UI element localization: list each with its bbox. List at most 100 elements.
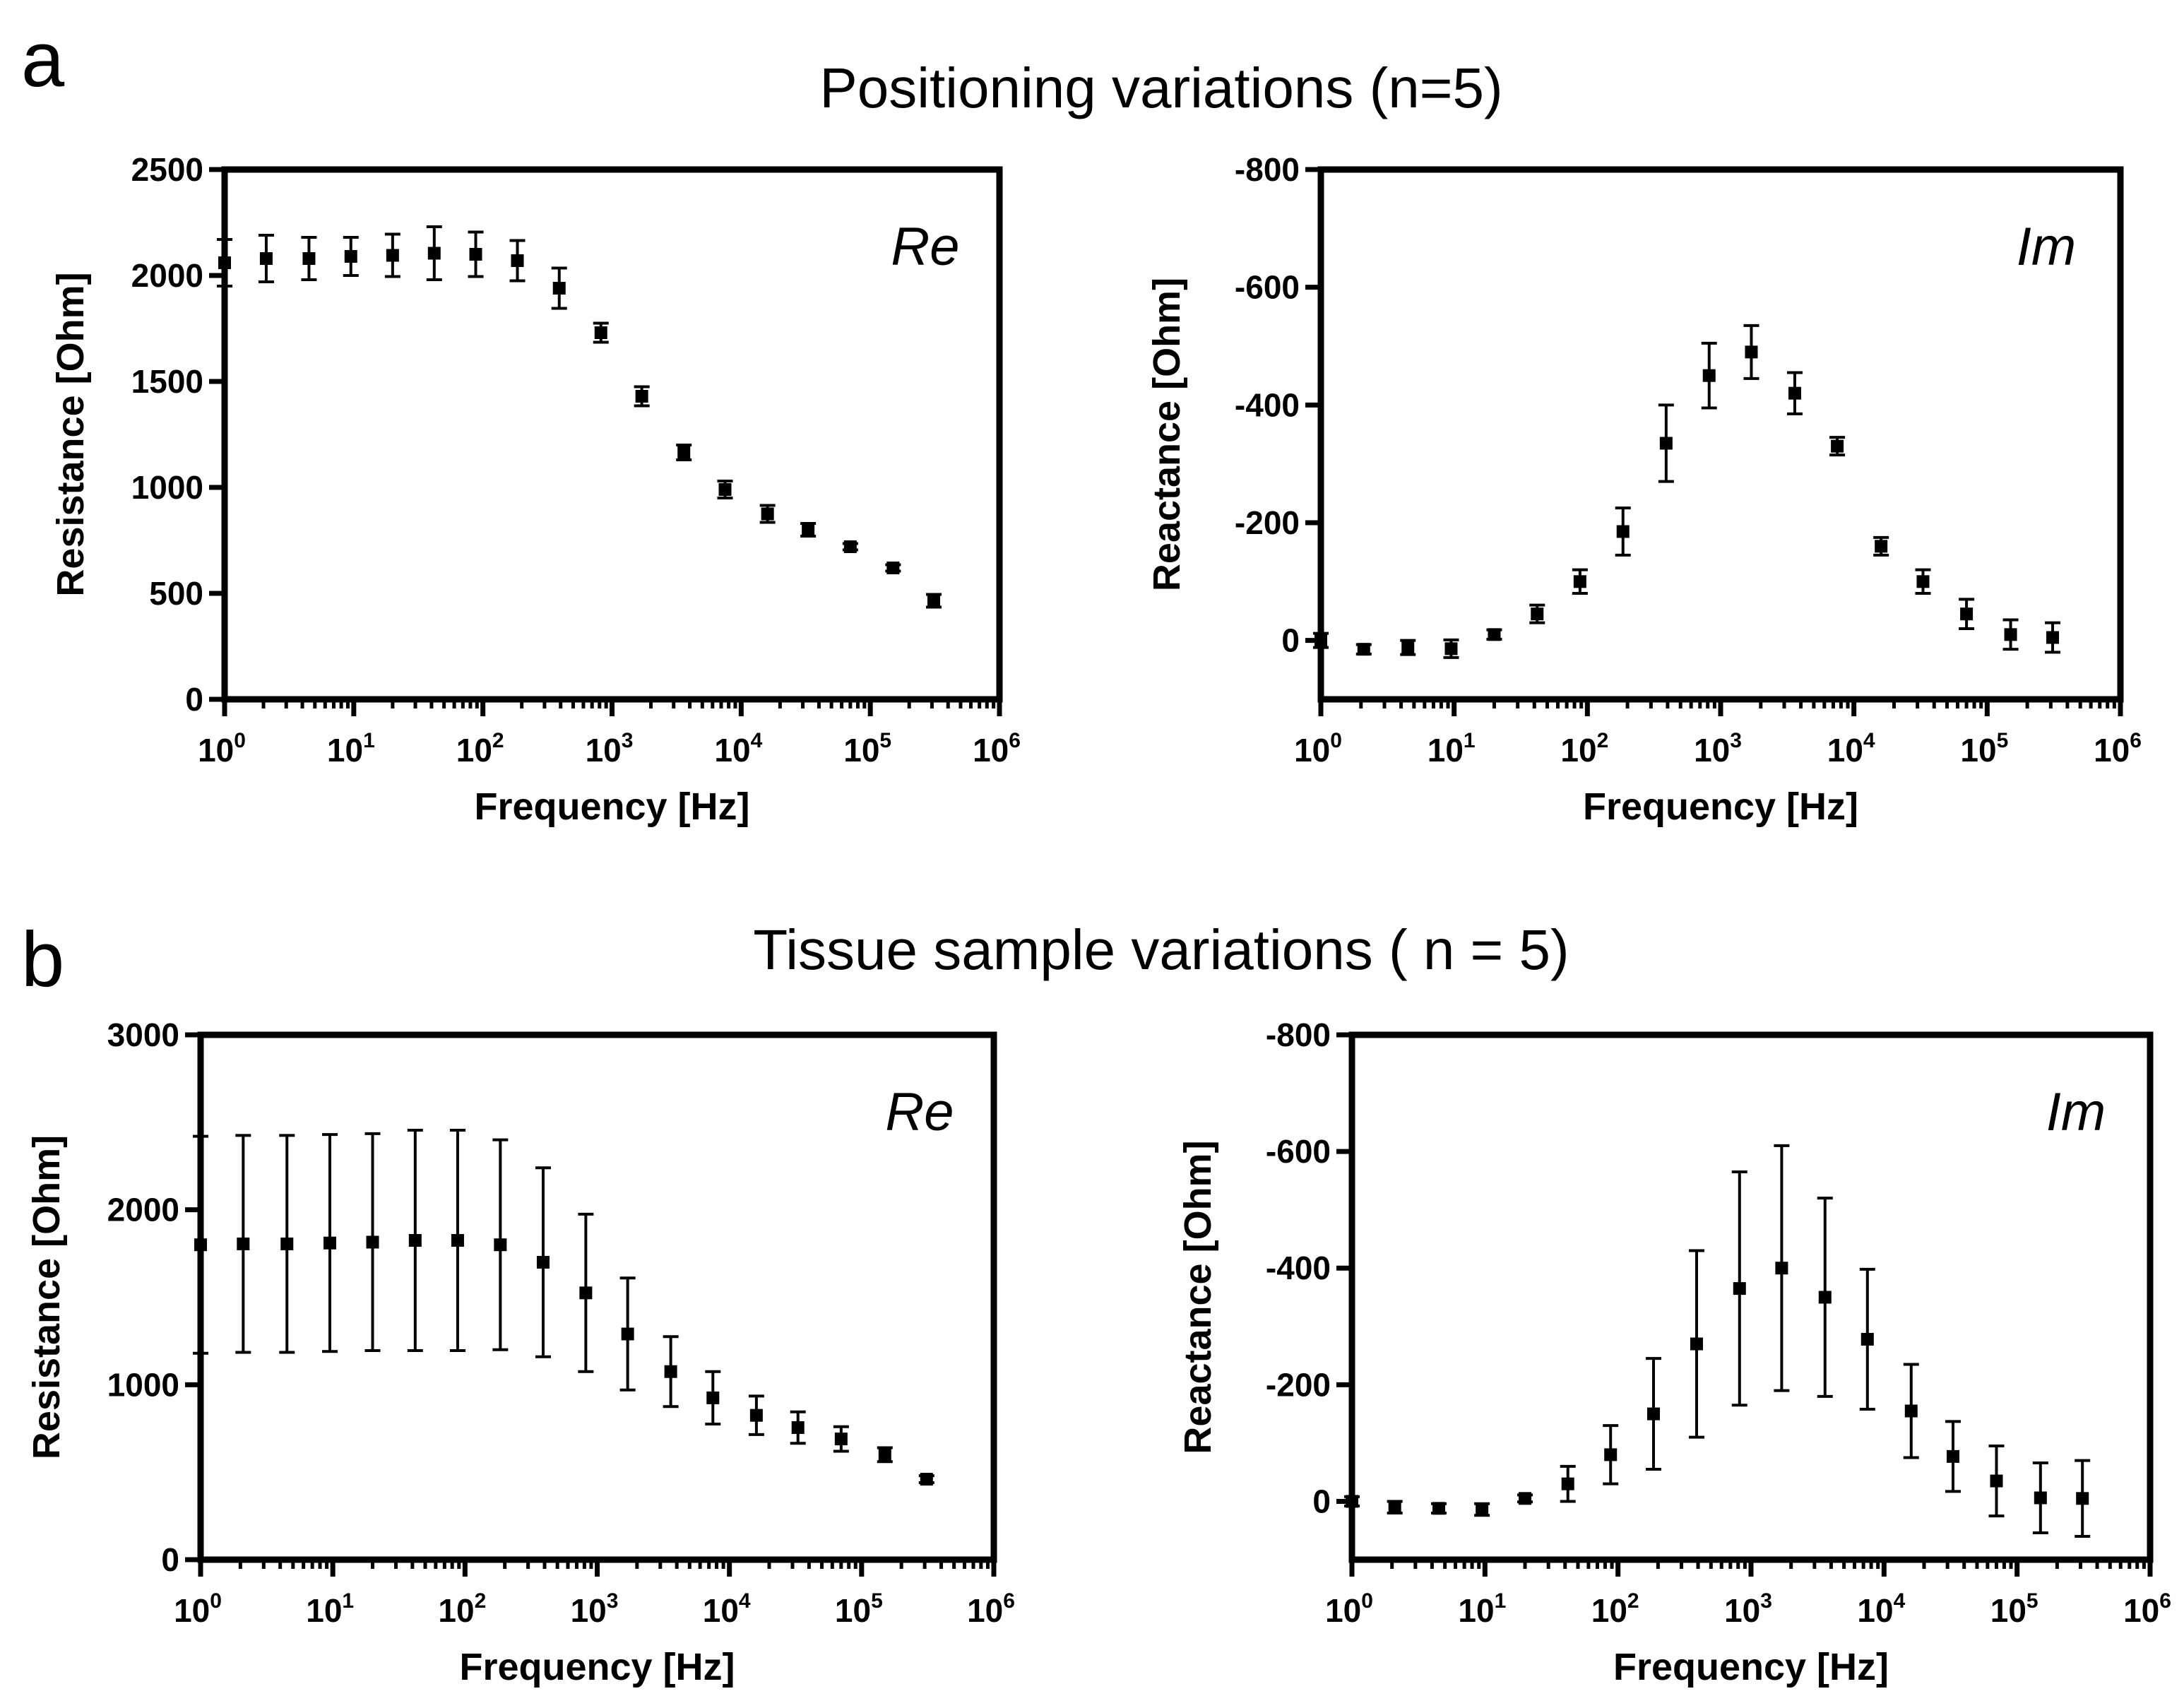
panel-a-label: a <box>21 16 65 103</box>
data-point <box>427 247 441 260</box>
y-axis-title: Reactance [Ohm] <box>1177 1140 1219 1454</box>
data-point <box>386 249 399 262</box>
y-tick-label: -200 <box>1266 1366 1331 1403</box>
data-point <box>677 446 691 459</box>
x-tick-label: 101 <box>327 729 375 769</box>
panel-a-title: Positioning variations (n=5) <box>819 57 1502 119</box>
y-tick-label: 2000 <box>131 257 203 294</box>
data-point <box>886 562 900 574</box>
x-tick-label: 104 <box>703 1589 751 1629</box>
x-tick-label: 106 <box>973 729 1021 769</box>
x-tick-label: 102 <box>456 729 504 769</box>
data-point <box>1561 1477 1574 1490</box>
data-point <box>834 1433 848 1446</box>
y-tick-label: -200 <box>1235 504 1300 541</box>
x-tick-label: 106 <box>967 1589 1015 1629</box>
x-axis-title: Frequency [Hz] <box>459 1646 735 1688</box>
panel-corner-label: Re <box>885 1082 954 1142</box>
x-tick-label: 104 <box>714 729 762 769</box>
data-point <box>635 390 648 403</box>
data-point <box>237 1237 250 1250</box>
x-tick-label: 105 <box>1990 1589 2038 1629</box>
data-point <box>1745 345 1758 359</box>
y-tick-label: 0 <box>1281 622 1300 659</box>
data-point <box>280 1237 294 1250</box>
y-axis-title: Reactance [Ohm] <box>1146 278 1188 591</box>
data-point <box>791 1421 805 1435</box>
panel-corner-label: Im <box>2017 217 2076 277</box>
y-tick-label: 1000 <box>107 1366 179 1403</box>
data-point <box>579 1286 593 1300</box>
x-tick-label: 102 <box>438 1589 486 1629</box>
data-point <box>494 1238 507 1252</box>
y-axis-title: Resistance [Ohm] <box>49 272 92 596</box>
y-tick-label: 0 <box>185 681 203 718</box>
data-point <box>1573 575 1586 588</box>
data-point <box>594 326 607 339</box>
x-tick-label: 103 <box>1694 729 1742 769</box>
data-point <box>511 254 524 267</box>
x-tick-label: 103 <box>571 1589 619 1629</box>
data-point <box>194 1238 207 1252</box>
x-tick-label: 105 <box>1960 729 2008 769</box>
data-point <box>621 1327 634 1341</box>
y-tick-label: 3000 <box>107 1016 179 1053</box>
data-point <box>1531 607 1544 621</box>
data-point <box>1990 1474 2003 1488</box>
x-tick-label: 106 <box>2094 729 2142 769</box>
data-point <box>302 252 316 265</box>
x-tick-label: 102 <box>1560 729 1608 769</box>
data-point <box>1646 1407 1660 1421</box>
data-point <box>749 1409 763 1422</box>
data-point <box>1476 1503 1489 1517</box>
x-tick-label: 101 <box>1428 729 1476 769</box>
data-point <box>2076 1492 2089 1505</box>
data-point <box>1346 1495 1358 1508</box>
data-point <box>1616 525 1630 538</box>
x-axis-title: Frequency [Hz] <box>474 785 749 828</box>
data-point <box>1388 1500 1401 1514</box>
chart-a-im: 0 -200 -400 -600 -800 100 101 102 103 104 105 106 Fr… <box>1146 151 2142 828</box>
data-point <box>927 594 941 607</box>
y-tick-label: 1000 <box>131 469 203 506</box>
data-point <box>323 1236 336 1250</box>
data-point <box>1690 1337 1703 1351</box>
data-point <box>1904 1404 1918 1418</box>
data-point <box>1659 437 1673 450</box>
data-point <box>552 282 566 295</box>
data-point <box>259 252 273 265</box>
x-tick-label: 101 <box>306 1589 354 1629</box>
data-point <box>1775 1262 1788 1275</box>
y-tick-label: 500 <box>149 575 203 612</box>
data-point <box>536 1255 550 1269</box>
x-tick-label: 100 <box>1294 729 1342 769</box>
x-tick-label: 104 <box>1827 729 1875 769</box>
data-point <box>2046 631 2060 644</box>
data-point <box>2034 1491 2047 1505</box>
data-point <box>1357 643 1370 656</box>
data-point <box>718 483 732 496</box>
x-tick-label: 103 <box>586 729 634 769</box>
data-point <box>1860 1332 1874 1346</box>
panel-corner-label: Re <box>891 217 959 277</box>
panel-corner-label: Im <box>2046 1082 2106 1142</box>
panel-b-label: b <box>21 916 64 1003</box>
x-tick-label: 101 <box>1458 1589 1506 1629</box>
x-tick-label: 105 <box>843 729 891 769</box>
data-point <box>344 250 357 263</box>
data-point <box>1604 1448 1618 1461</box>
data-point <box>920 1473 933 1486</box>
data-point <box>761 507 774 521</box>
data-point <box>1488 628 1501 641</box>
data-point <box>706 1391 720 1404</box>
y-tick-label: -400 <box>1266 1250 1331 1286</box>
y-tick-label: -800 <box>1266 1016 1331 1053</box>
y-tick-label: 1500 <box>131 363 203 400</box>
y-tick-label: 0 <box>1312 1483 1331 1519</box>
x-axis-title: Frequency [Hz] <box>1583 785 1858 828</box>
y-tick-label: -600 <box>1266 1133 1331 1170</box>
y-tick-label: 2000 <box>107 1192 179 1228</box>
x-tick-label: 104 <box>1857 1589 1905 1629</box>
